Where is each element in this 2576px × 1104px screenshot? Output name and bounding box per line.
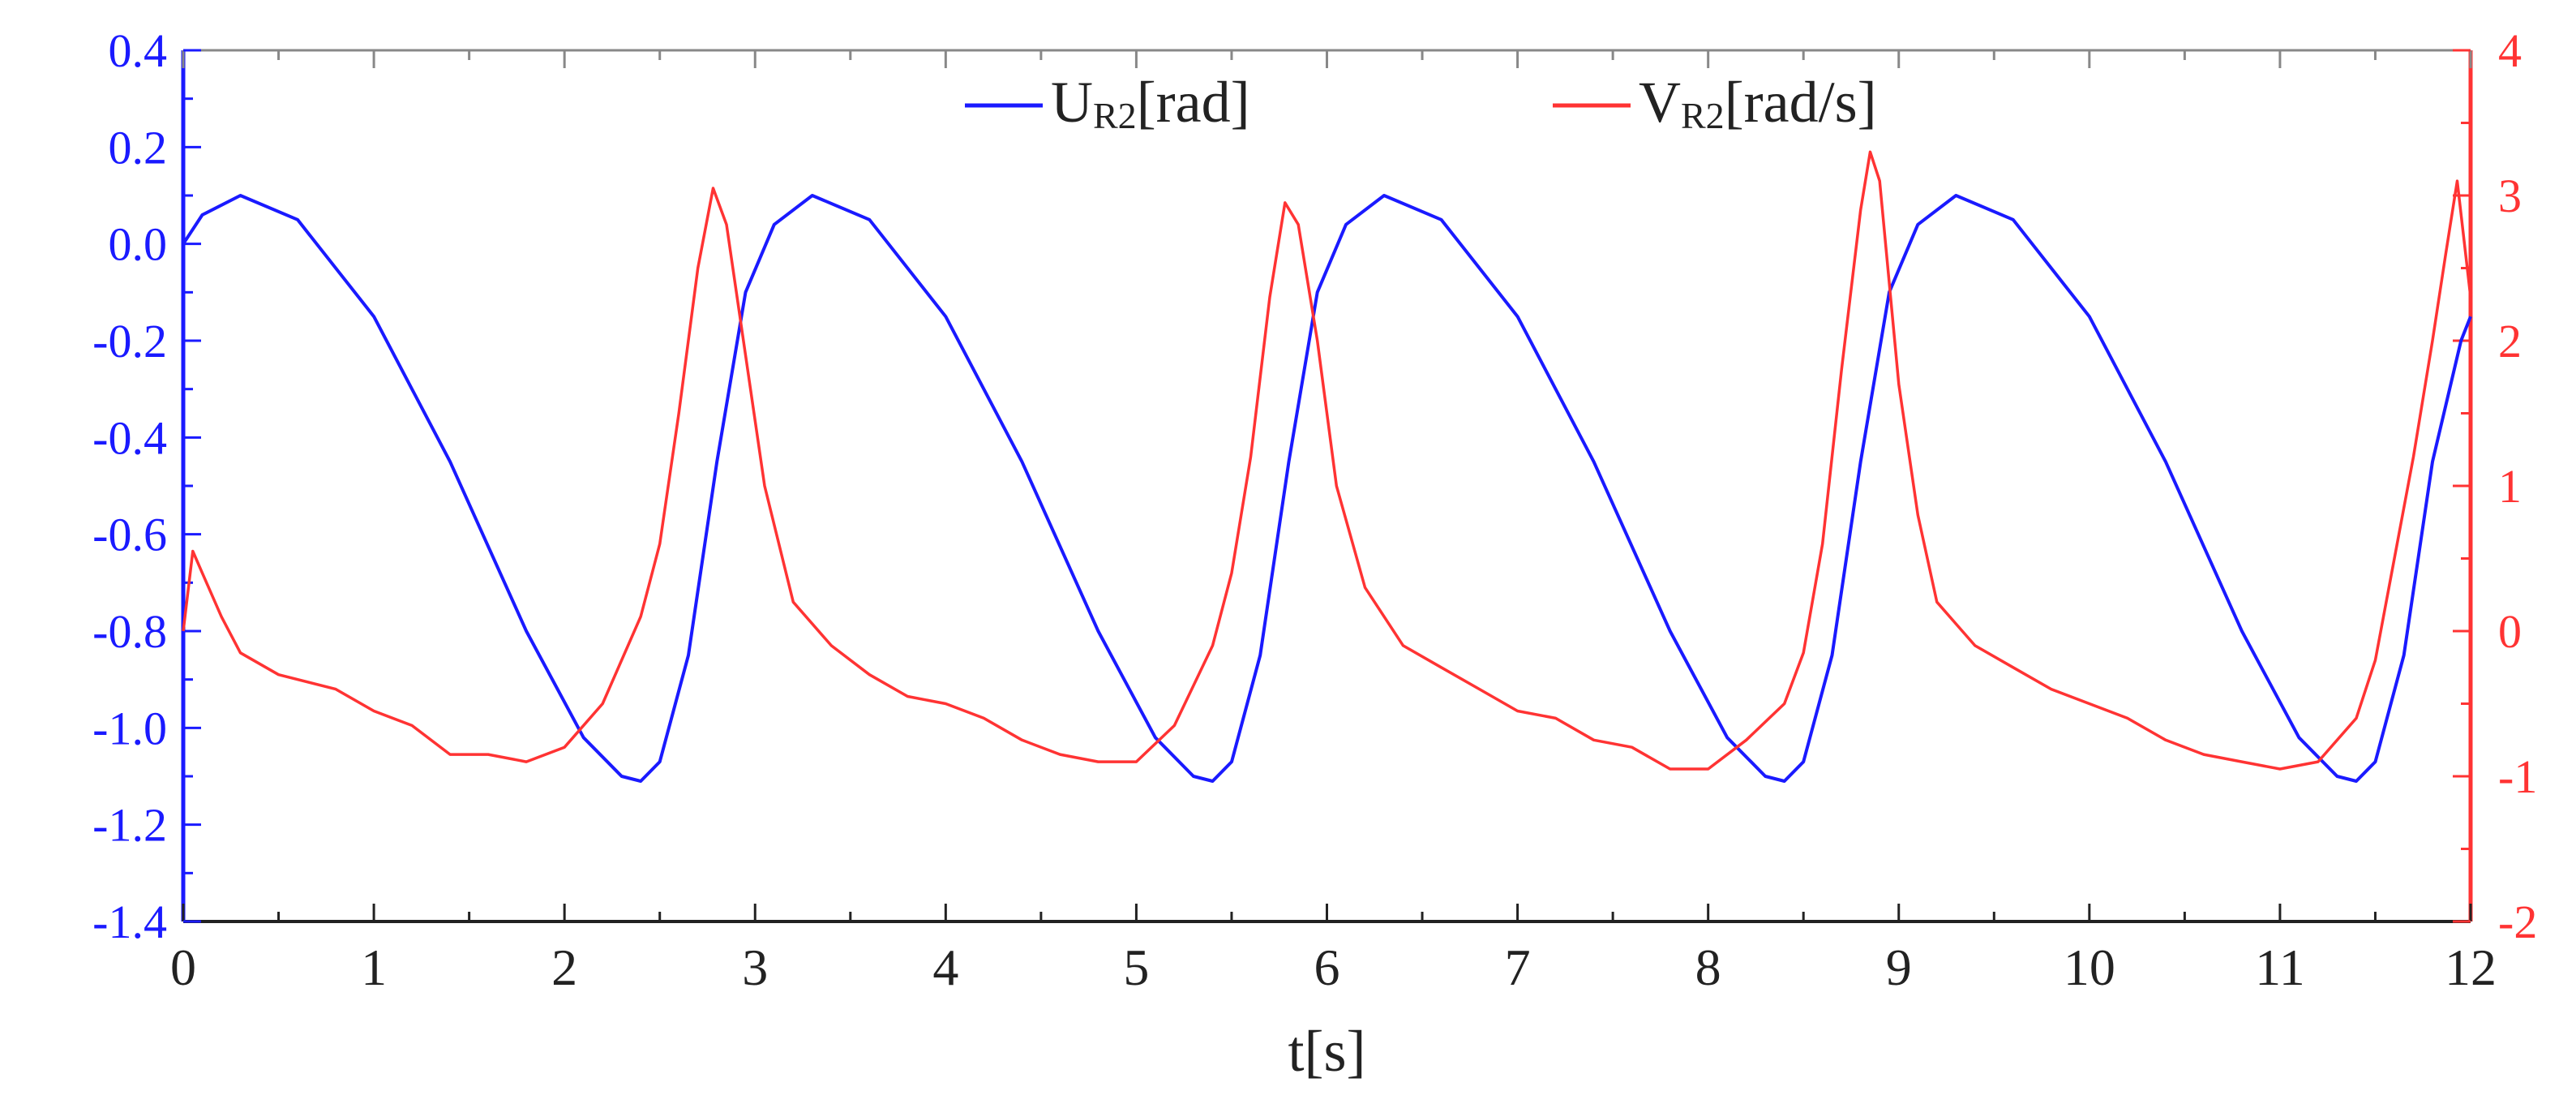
- x-tick-label: 11: [2255, 939, 2305, 996]
- left-y-tick-label: -0.4: [92, 411, 167, 464]
- left-y-tick-label: -0.6: [92, 509, 167, 561]
- x-tick-label: 2: [551, 939, 577, 996]
- legend-entry-1: VR2[rad/s]: [1639, 70, 1877, 136]
- left-y-tick-label: -0.8: [92, 605, 167, 658]
- left-y-tick-label: -1.4: [92, 896, 167, 948]
- x-tick-label: 6: [1314, 939, 1340, 996]
- left-y-tick-label: -1.0: [92, 702, 167, 754]
- left-y-tick-label: 0.4: [109, 24, 168, 77]
- right-y-tick-label: -1: [2498, 750, 2537, 803]
- left-y-tick-label: 0.2: [109, 121, 168, 174]
- right-y-tick-label: 3: [2498, 170, 2522, 222]
- legend-symbol: U: [1051, 70, 1093, 135]
- right-y-tick-label: 0: [2498, 605, 2522, 658]
- x-tick-label: 3: [742, 939, 768, 996]
- x-tick-label: 0: [170, 939, 196, 996]
- legend-subscript: R2: [1093, 95, 1137, 136]
- legend-unit: [rad]: [1137, 70, 1250, 135]
- right-y-tick-label: -2: [2498, 896, 2537, 948]
- left-y-tick-label: -0.2: [92, 315, 167, 367]
- x-tick-label: 10: [2064, 939, 2115, 996]
- x-tick-label: 9: [1886, 939, 1912, 996]
- legend-entry-0: UR2[rad]: [1051, 70, 1250, 136]
- x-axis-label: t[s]: [1288, 1019, 1366, 1084]
- x-tick-label: 4: [932, 939, 958, 996]
- x-tick-label: 5: [1123, 939, 1149, 996]
- right-y-tick-label: 4: [2498, 24, 2522, 77]
- series-line-0: [182, 194, 2472, 783]
- legend-subscript: R2: [1681, 95, 1725, 136]
- right-y-tick-label: 1: [2498, 460, 2522, 513]
- left-y-tick-label: -1.2: [92, 799, 167, 852]
- series-line-1: [182, 150, 2472, 771]
- x-tick-label: 1: [361, 939, 387, 996]
- x-tick-label: 7: [1505, 939, 1531, 996]
- x-tick-label: 12: [2445, 939, 2497, 996]
- x-tick-label: 8: [1695, 939, 1721, 996]
- legend-unit: [rad/s]: [1725, 70, 1877, 135]
- left-y-tick-label: 0.0: [109, 218, 168, 271]
- right-y-tick-label: 2: [2498, 315, 2522, 367]
- legend-symbol: V: [1639, 70, 1681, 135]
